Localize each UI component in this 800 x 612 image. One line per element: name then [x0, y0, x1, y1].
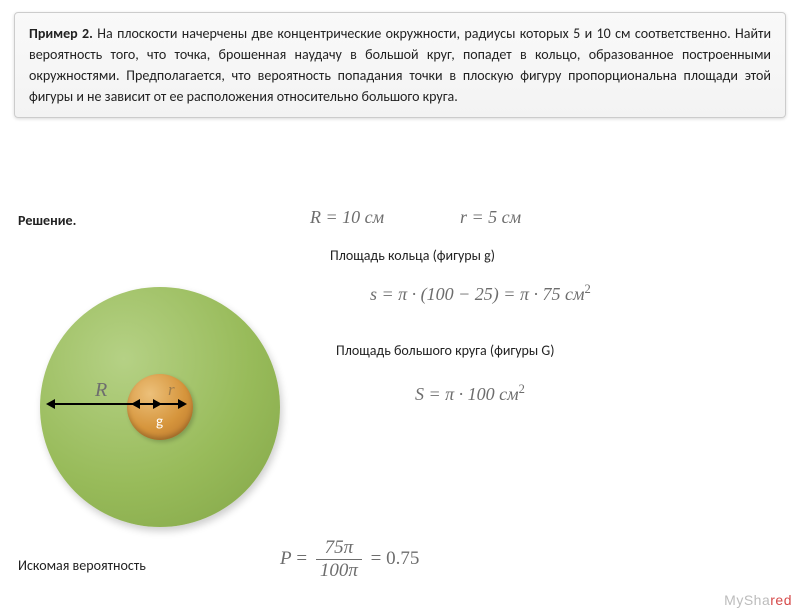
formula-r-unit: см	[502, 207, 521, 227]
watermark-red: red	[770, 592, 792, 608]
formula-R-eq: R = 10	[310, 207, 360, 227]
prob-denominator: 100π	[316, 560, 362, 582]
prob-numerator: 75π	[316, 537, 362, 560]
watermark-my: My	[724, 592, 744, 608]
big-circle-label: Площадь большого круга (фигуры G)	[336, 342, 554, 359]
watermark-sha: Sha	[744, 592, 770, 608]
concentric-circles-diagram: R r g	[40, 287, 280, 527]
prob-value: 0.75	[386, 548, 419, 569]
ring-area-lhs: s = π · (100 − 25) = π · 75	[370, 284, 560, 304]
ring-area-label: Площадь кольца (фигуры g)	[330, 247, 495, 264]
formula-R-given: R = 10 см	[310, 207, 384, 228]
formula-big-circle-area: S = π · 100 см2	[415, 382, 525, 405]
formula-probability: P = 75π 100π = 0.75	[280, 537, 419, 582]
formula-r-eq: r = 5	[460, 207, 497, 227]
formula-ring-area: s = π · (100 − 25) = π · 75 см2	[370, 282, 591, 305]
big-circle-unit: см	[499, 384, 518, 404]
prob-P: P	[280, 548, 292, 569]
problem-title: Пример 2.	[29, 25, 93, 42]
radius-r-arrow	[133, 403, 185, 405]
label-R: R	[95, 379, 107, 402]
problem-text: На плоскости начерчены две концентрическ…	[29, 25, 771, 105]
big-circle-lhs: S = π · 100	[415, 384, 495, 404]
outer-circle: R r g	[40, 287, 280, 527]
formula-r-given: r = 5 см	[460, 207, 521, 228]
ring-area-sup: 2	[584, 282, 590, 296]
probability-label: Искомая вероятность	[18, 557, 146, 574]
formula-R-unit: см	[365, 207, 384, 227]
solution-heading: Решение.	[18, 212, 76, 229]
watermark: MyShared	[724, 592, 792, 608]
label-g: g	[156, 413, 163, 431]
big-circle-sup: 2	[519, 382, 525, 396]
ring-area-unit: см	[565, 284, 584, 304]
problem-statement-box: Пример 2. На плоскости начерчены две кон…	[14, 12, 786, 118]
label-r: r	[168, 380, 175, 400]
